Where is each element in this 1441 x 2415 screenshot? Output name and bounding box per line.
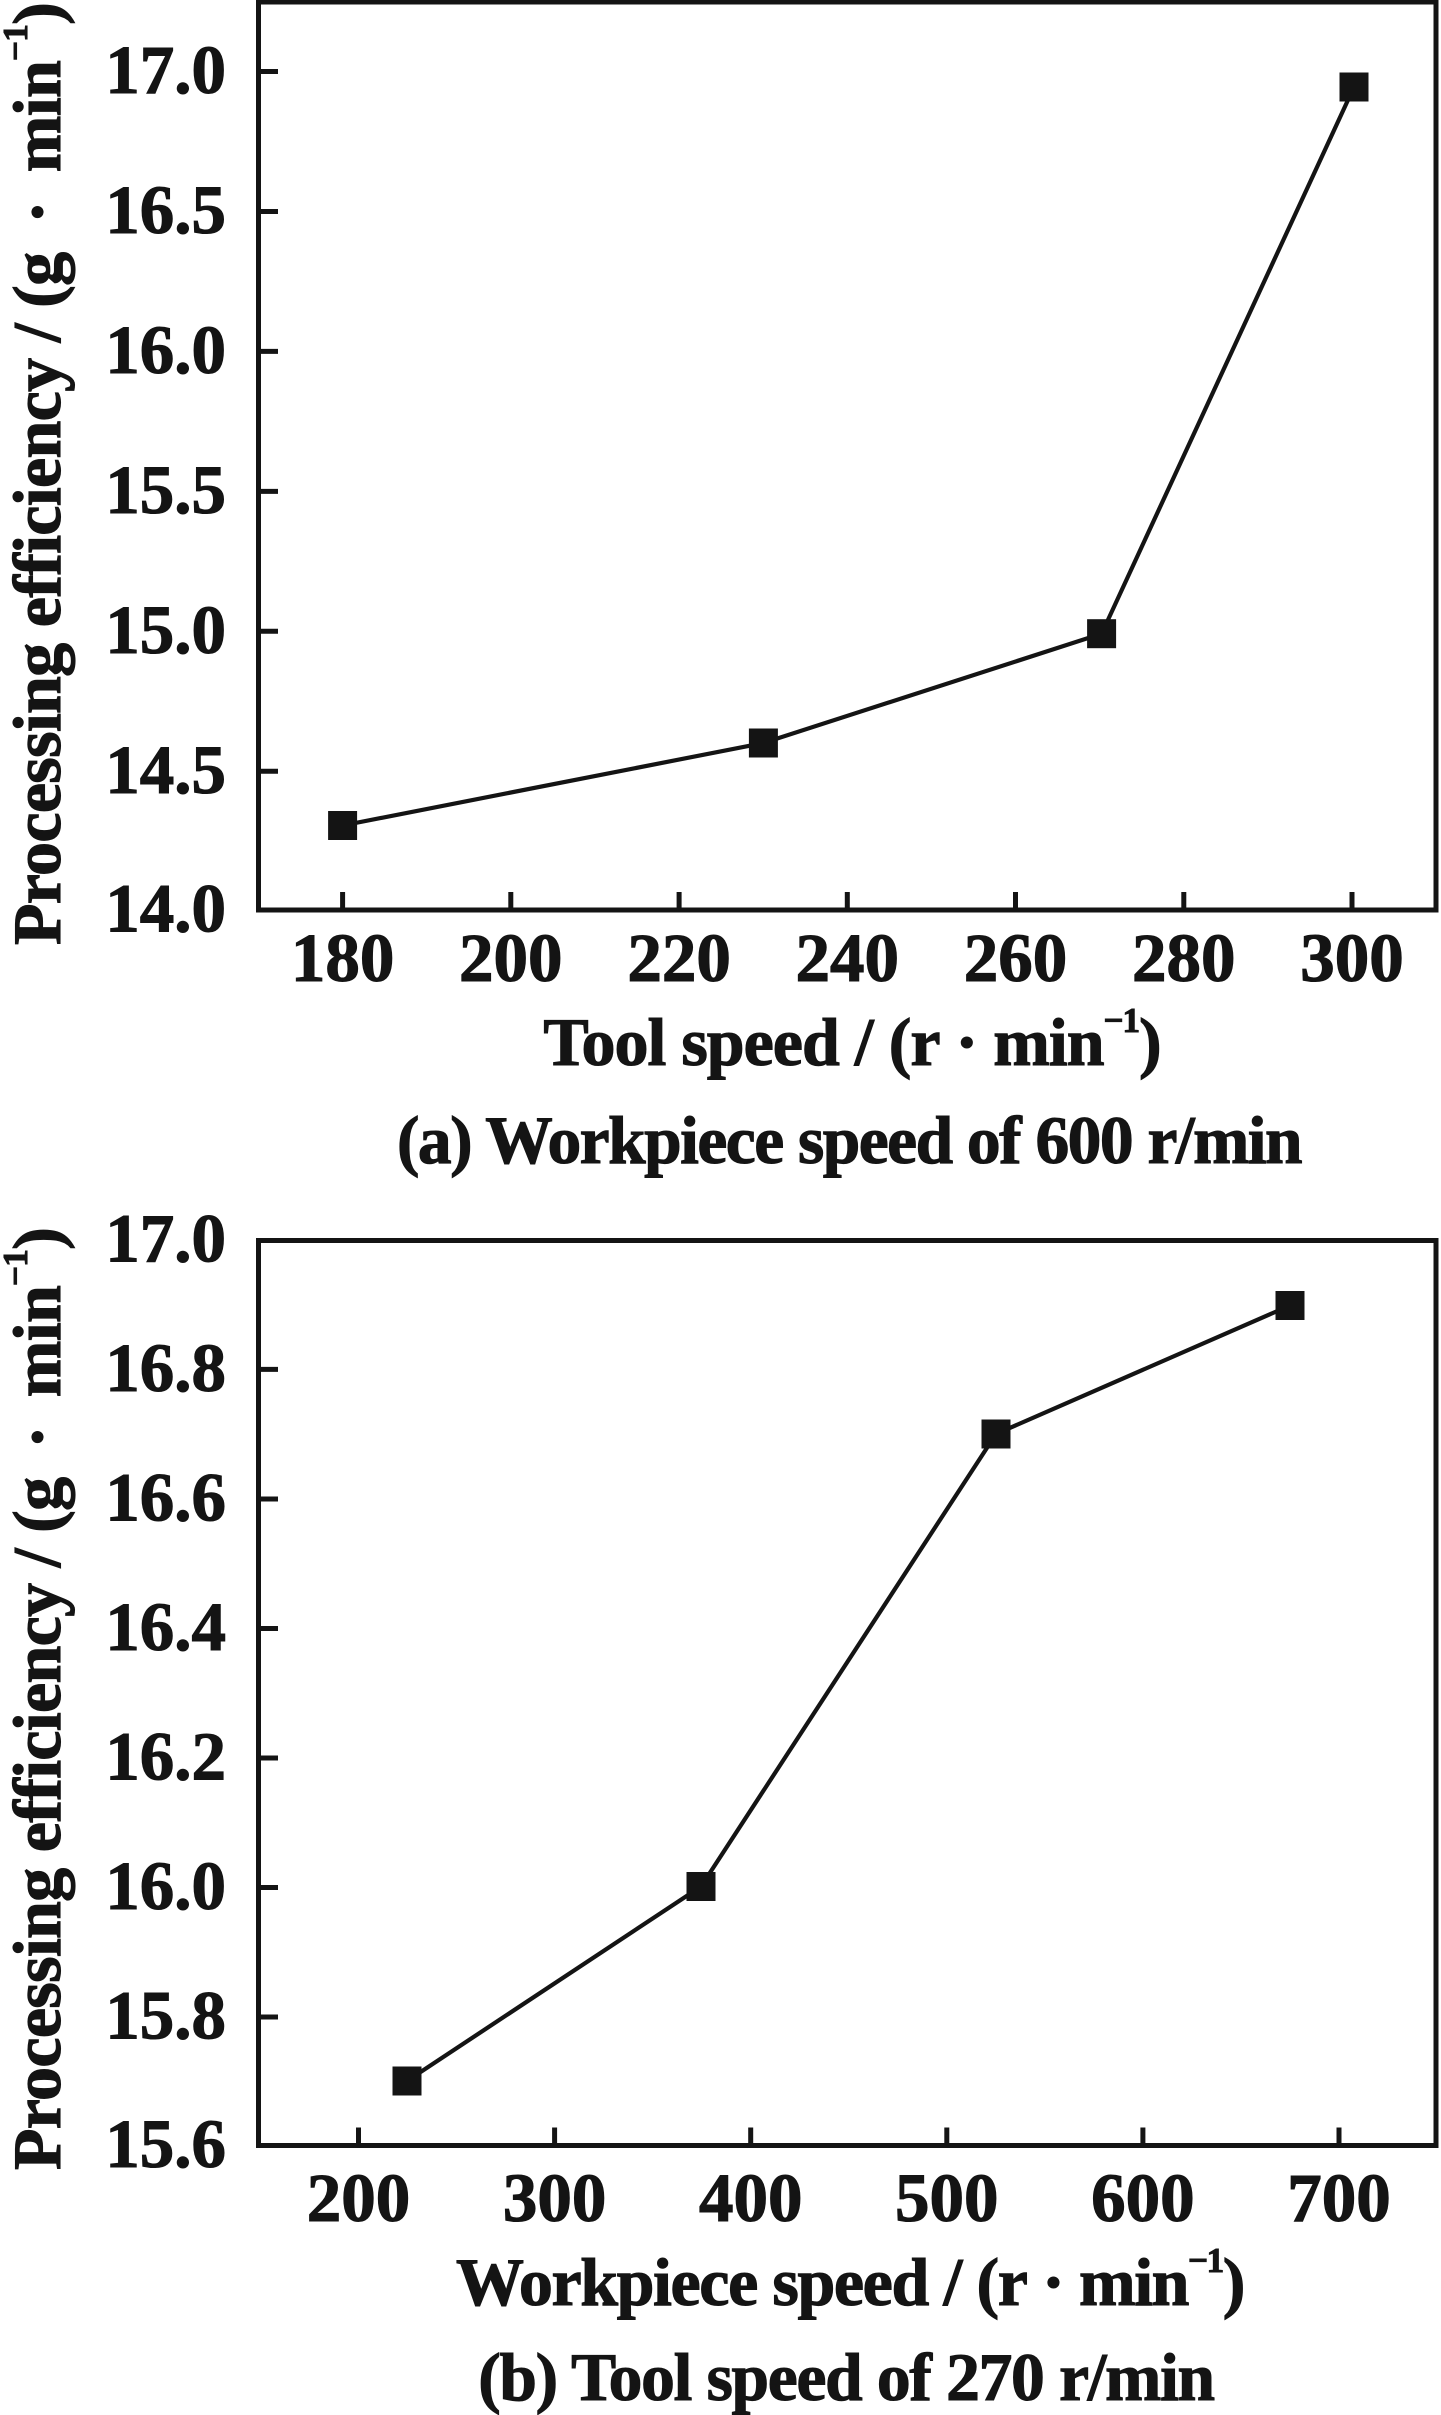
svg-text:(b) Tool speed of 270 r/min: (b) Tool speed of 270 r/min [478, 2340, 1214, 2415]
svg-text:500: 500 [895, 2160, 999, 2236]
svg-text:180: 180 [291, 920, 395, 996]
svg-text:240: 240 [796, 920, 900, 996]
svg-text:16.0: 16.0 [105, 1848, 226, 1924]
svg-text:16.8: 16.8 [105, 1330, 226, 1406]
svg-text:Processing efficiency / (g ·: Processing efficiency / (g · min−1) [0, 1228, 75, 2170]
svg-text:200: 200 [459, 920, 563, 996]
svg-text:260: 260 [964, 920, 1068, 996]
svg-text:300: 300 [1300, 920, 1404, 996]
svg-text:17.0: 17.0 [105, 32, 226, 108]
svg-text:15.5: 15.5 [105, 452, 226, 528]
svg-text:15.6: 15.6 [105, 2106, 226, 2182]
svg-text:16.0: 16.0 [105, 312, 226, 388]
svg-text:16.4: 16.4 [105, 1589, 226, 1665]
svg-text:16.6: 16.6 [105, 1460, 226, 1536]
svg-text:400: 400 [699, 2160, 803, 2236]
svg-text:Workpiece speed / (r · min−1): Workpiece speed / (r · min−1) [456, 2241, 1244, 2320]
svg-text:(a) Workpiece speed of 600 r/m: (a) Workpiece speed of 600 r/min [397, 1103, 1302, 1178]
svg-text:15.8: 15.8 [105, 1978, 226, 2054]
svg-text:280: 280 [1132, 920, 1236, 996]
svg-text:15.0: 15.0 [105, 592, 226, 668]
svg-text:17.0: 17.0 [105, 1201, 226, 1277]
svg-text:700: 700 [1287, 2160, 1391, 2236]
svg-text:Processing efficiency / (g ·: Processing efficiency / (g · min−1) [0, 3, 75, 945]
svg-text:600: 600 [1091, 2160, 1195, 2236]
svg-text:Tool speed / (r · min−1): Tool speed / (r · min−1) [543, 1001, 1160, 1080]
svg-text:200: 200 [307, 2160, 411, 2236]
svg-text:14.0: 14.0 [105, 871, 226, 947]
svg-text:14.5: 14.5 [105, 732, 226, 808]
svg-text:220: 220 [627, 920, 731, 996]
svg-text:16.2: 16.2 [105, 1719, 226, 1795]
svg-text:16.5: 16.5 [105, 172, 226, 248]
svg-text:300: 300 [503, 2160, 607, 2236]
